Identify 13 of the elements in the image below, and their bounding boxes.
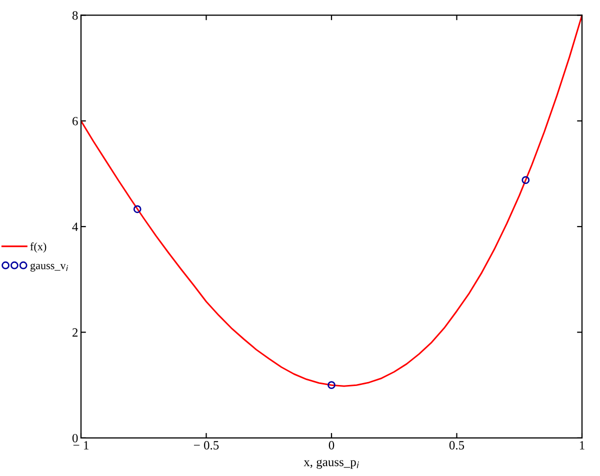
y-tick-label: 6 (72, 116, 78, 126)
y-tick-label: 0 (72, 434, 78, 442)
y-tick-label: 4 (72, 222, 78, 231)
x-tick-label: 1 (580, 441, 584, 450)
y-tick-label: 2 (72, 328, 78, 337)
x-tick-label: 0 (328, 441, 334, 450)
x-tick-label: 0.5 (449, 441, 464, 450)
x-axis-title: x, gauss_p$_{i}$ (304, 460, 359, 469)
legend-label: gauss_v$_{i}$ (30, 263, 68, 272)
x-tick-label: − 1 (73, 441, 88, 450)
y-tick-label: 8 (72, 11, 78, 20)
legend-label: f(x) (30, 242, 46, 253)
x-tick-label: − 0.5 (194, 441, 219, 450)
